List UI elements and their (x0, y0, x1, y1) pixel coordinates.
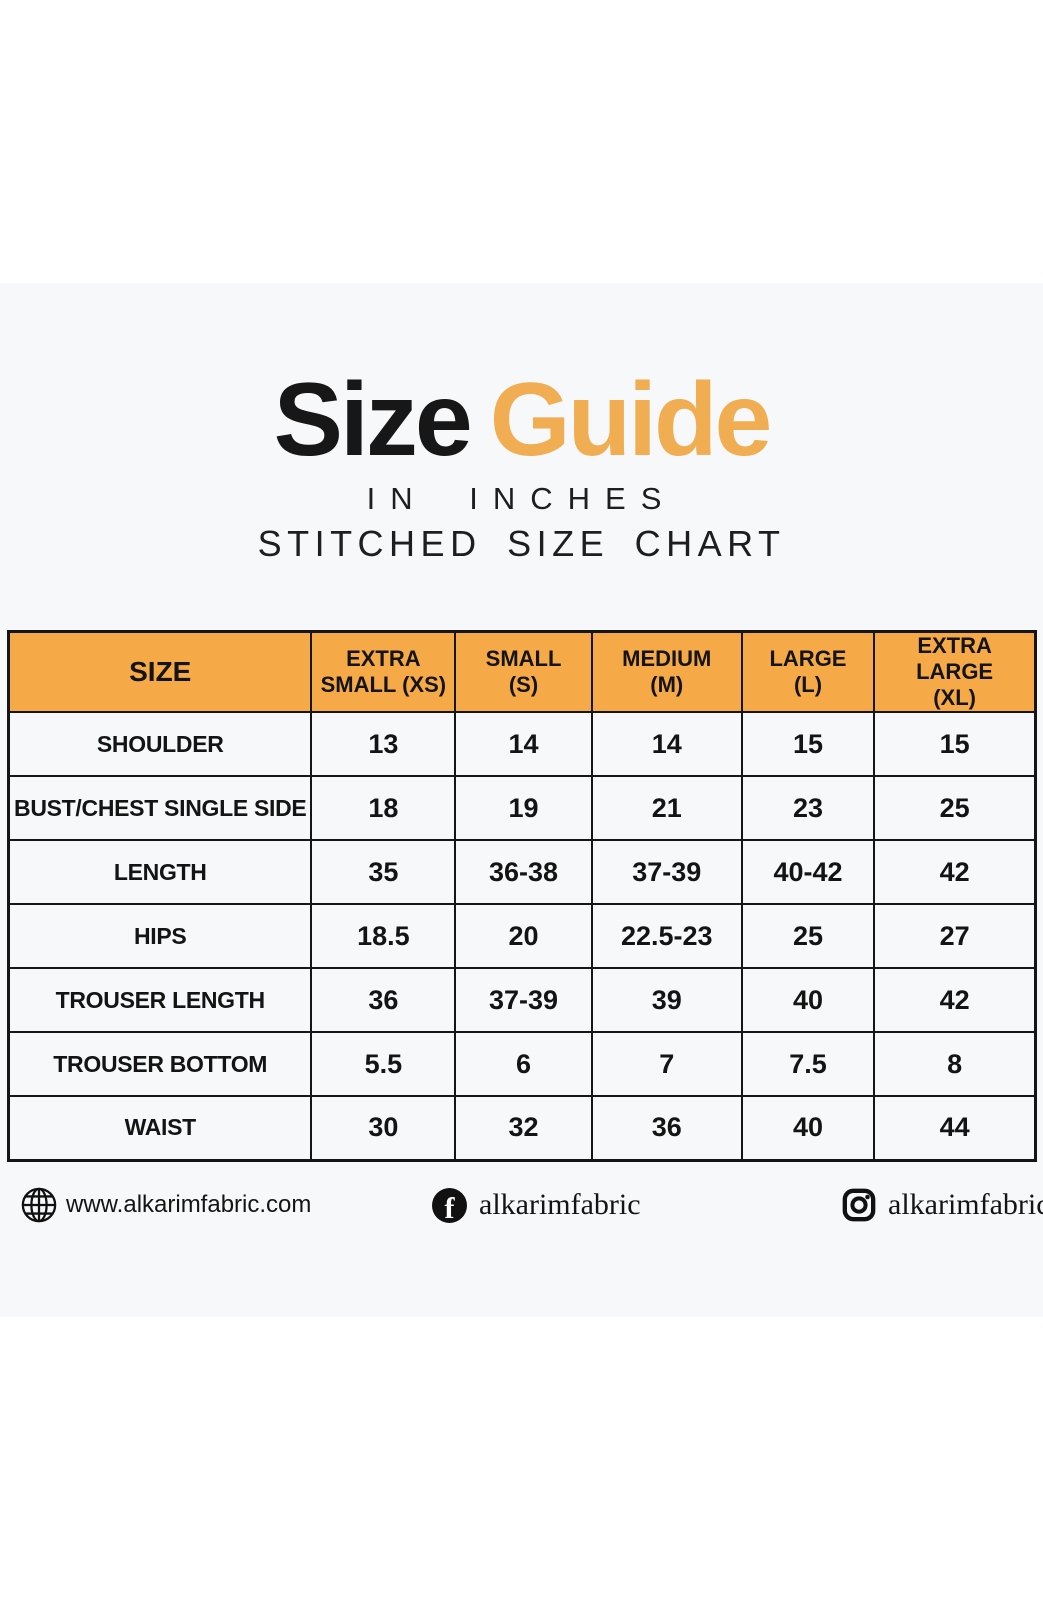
cell-waist-l: 40 (740, 1095, 876, 1161)
facebook-handle: alkarimfabric (479, 1188, 641, 1221)
cell-length-m: 37-39 (590, 839, 743, 905)
cell-bust-chest-single-side-s: 19 (454, 775, 593, 841)
cell-bust-chest-single-side-m: 21 (590, 775, 743, 841)
cell-trouser-length-m: 39 (590, 967, 743, 1033)
cell-trouser-length-l: 40 (740, 967, 876, 1033)
table-row-length: LENGTH 35 36-38 37-39 40-42 42 (7, 839, 1037, 905)
cell-trouser-bottom-xs: 5.5 (310, 1031, 457, 1097)
cell-length-xl: 42 (873, 839, 1037, 905)
row-label-bust-chest-single-side: BUST/CHEST SINGLE SIDE (7, 775, 313, 841)
cell-shoulder-l: 15 (740, 711, 876, 777)
table-row-trouser-bottom: TROUSER BOTTOM 5.5 6 7 7.5 8 (7, 1031, 1037, 1097)
cell-waist-xs: 30 (310, 1095, 457, 1161)
header-row: SIZE EXTRA SMALL (XS) SMALL (S) MEDIUM (M) LARG… (7, 630, 1037, 713)
cell-trouser-length-xl: 42 (873, 967, 1037, 1033)
website-url: www.alkarimfabric.com (66, 1191, 312, 1218)
cell-shoulder-xl: 15 (873, 711, 1037, 777)
size-table-body: SHOULDER 13 14 14 15 15 BUST/CHEST SINGLE SIDE… (7, 711, 1037, 1161)
row-label-length: LENGTH (7, 839, 313, 905)
cell-trouser-bottom-m: 7 (590, 1031, 743, 1097)
title-block: Size Guide IN INCHES STITCHED SIZE CHART (0, 368, 1043, 566)
title-word-size: Size (273, 362, 473, 478)
table-row-hips: HIPS 18.5 20 22.5-23 25 27 (7, 903, 1037, 969)
size-table-header: SIZE EXTRA SMALL (XS) SMALL (S) MEDIUM (M) LARG… (7, 630, 1037, 713)
cell-length-xs: 35 (310, 839, 457, 905)
row-label-trouser-bottom: TROUSER BOTTOM (7, 1031, 313, 1097)
globe-icon (21, 1187, 57, 1223)
facebook-group: f alkarimfabric (432, 1182, 641, 1228)
cell-length-l: 40-42 (740, 839, 876, 905)
size-table: SIZE EXTRA SMALL (XS) SMALL (S) MEDIUM (M) LARG… (7, 630, 1037, 1162)
cell-bust-chest-single-side-xs: 18 (310, 775, 457, 841)
column-header-m: MEDIUM (M) (590, 630, 743, 713)
instagram-handle: alkarimfabrics (888, 1188, 1043, 1221)
cell-bust-chest-single-side-l: 23 (740, 775, 876, 841)
row-label-hips: HIPS (7, 903, 313, 969)
cell-trouser-length-s: 37-39 (454, 967, 593, 1033)
column-header-l: LARGE (L) (740, 630, 876, 713)
subtitle-stitched-size-chart: STITCHED SIZE CHART (257, 523, 786, 564)
cell-shoulder-xs: 13 (310, 711, 457, 777)
table-row-waist: WAIST 30 32 36 40 44 (7, 1095, 1037, 1161)
cell-waist-s: 32 (454, 1095, 593, 1161)
cell-bust-chest-single-side-xl: 25 (873, 775, 1037, 841)
table-row-trouser-length: TROUSER LENGTH 36 37-39 39 40 42 (7, 967, 1037, 1033)
column-header-size: SIZE (7, 630, 313, 713)
table-row-bust-chest-single-side: BUST/CHEST SINGLE SIDE 18 19 21 23 25 (7, 775, 1037, 841)
page-title: Size Guide (0, 368, 1043, 472)
cell-waist-m: 36 (590, 1095, 743, 1161)
title-word-guide: Guide (489, 362, 773, 478)
column-header-s: SMALL (S) (454, 630, 593, 713)
cell-trouser-bottom-s: 6 (454, 1031, 593, 1097)
website-group: www.alkarimfabric.com (20, 1182, 311, 1228)
cell-trouser-bottom-xl: 8 (873, 1031, 1037, 1097)
footer: www.alkarimfabric.com f alkarimfabric al… (0, 1182, 1043, 1228)
cell-trouser-bottom-l: 7.5 (740, 1031, 876, 1097)
cell-hips-s: 20 (454, 903, 593, 969)
cell-hips-xl: 27 (873, 903, 1037, 969)
subtitle-in-inches: IN INCHES (366, 481, 677, 516)
facebook-icon: f (432, 1187, 467, 1225)
instagram-group: alkarimfabrics (842, 1182, 1043, 1228)
cell-hips-m: 22.5-23 (590, 903, 743, 969)
table-row-shoulder: SHOULDER 13 14 14 15 15 (7, 711, 1037, 777)
row-label-waist: WAIST (7, 1095, 313, 1161)
instagram-icon (842, 1188, 876, 1222)
cell-trouser-length-xs: 36 (310, 967, 457, 1033)
row-label-shoulder: SHOULDER (7, 711, 313, 777)
cell-hips-l: 25 (740, 903, 876, 969)
cell-shoulder-s: 14 (454, 711, 593, 777)
cell-hips-xs: 18.5 (310, 903, 457, 969)
column-header-xl: EXTRA LARGE (XL) (873, 630, 1037, 713)
cell-shoulder-m: 14 (590, 711, 743, 777)
cell-length-s: 36-38 (454, 839, 593, 905)
cell-waist-xl: 44 (873, 1095, 1037, 1161)
column-header-xs: EXTRA SMALL (XS) (310, 630, 457, 713)
row-label-trouser-length: TROUSER LENGTH (7, 967, 313, 1033)
